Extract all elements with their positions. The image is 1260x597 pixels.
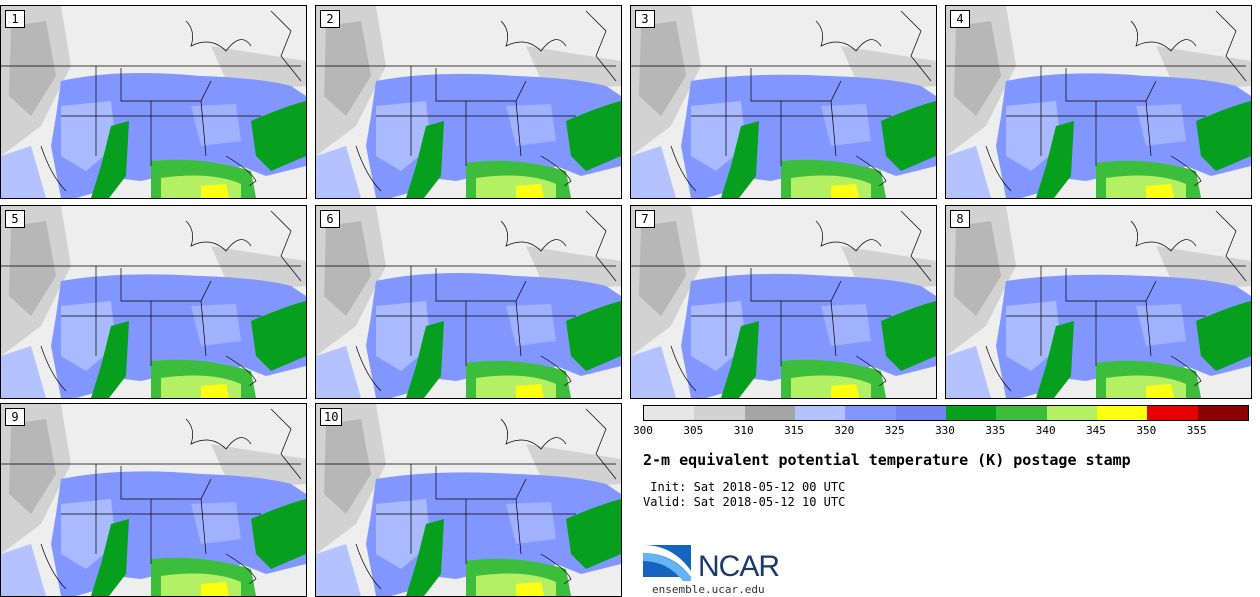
colorbar-segment [1147, 406, 1198, 420]
figure-title: 2-m equivalent potential temperature (K)… [643, 451, 1131, 469]
ensemble-member-map: 1 [0, 5, 307, 199]
colorbar-tick-label: 355 [1186, 424, 1207, 437]
colorbar-tick-label: 310 [733, 424, 754, 437]
member-number-label: 5 [5, 210, 25, 228]
colorbar-tick-label: 325 [884, 424, 905, 437]
ensemble-member-map: 8 [945, 205, 1252, 399]
member-number-label: 9 [5, 408, 25, 426]
colorbar-tick-label: 330 [935, 424, 955, 437]
colorbar-segment [1197, 406, 1248, 420]
colorbar-tick-label: 320 [834, 424, 855, 437]
colorbar-segment [845, 406, 896, 420]
ensemble-member-map: 4 [945, 5, 1252, 199]
colorbar-segment [1096, 406, 1148, 420]
init-value: Sat 2018-05-12 00 UTC [693, 480, 846, 494]
colorbar-segment [694, 406, 745, 420]
colorbar-tick-label: 340 [1035, 424, 1056, 437]
member-number-label: 4 [950, 10, 970, 28]
member-number-label: 8 [950, 210, 970, 228]
ensemble-member-map: 2 [315, 5, 622, 199]
ensemble-member-map: 9 [0, 403, 307, 597]
member-number-label: 7 [635, 210, 655, 228]
colorbar-tick-label: 315 [784, 424, 804, 437]
colorbar-segment [1046, 406, 1097, 420]
colorbar-tick-label: 300 [633, 424, 653, 437]
ncar-url: ensemble.ucar.edu [652, 583, 765, 596]
colorbar-segment [895, 406, 946, 420]
colorbar-segment [644, 406, 695, 420]
ncar-logo-icon [643, 545, 691, 581]
init-time-row: Init: Sat 2018-05-12 00 UTC [643, 480, 845, 494]
colorbar-segment [945, 406, 997, 420]
member-number-label: 2 [320, 10, 340, 28]
valid-label: Valid: [643, 495, 687, 509]
ensemble-member-map: 6 [315, 205, 622, 399]
ensemble-member-map: 3 [630, 5, 937, 199]
valid-value: Sat 2018-05-12 10 UTC [693, 495, 846, 509]
member-number-label: 3 [635, 10, 655, 28]
ensemble-member-map: 7 [630, 205, 937, 399]
colorbar-tick-label: 350 [1136, 424, 1157, 437]
colorbar-segment [794, 406, 846, 420]
colorbar [643, 405, 1249, 421]
ncar-wordmark: NCAR [698, 550, 780, 583]
init-label: Init: [643, 480, 687, 494]
colorbar-tick-label: 305 [683, 424, 704, 437]
ensemble-member-map: 10 [315, 403, 622, 597]
colorbar-tick-label: 345 [1086, 424, 1106, 437]
valid-time-row: Valid: Sat 2018-05-12 10 UTC [643, 495, 845, 509]
member-number-label: 10 [320, 408, 343, 426]
ensemble-member-map: 5 [0, 205, 307, 399]
member-number-label: 6 [320, 210, 340, 228]
colorbar-segment [744, 406, 795, 420]
colorbar-tick-label: 335 [985, 424, 1006, 437]
member-number-label: 1 [5, 10, 25, 28]
colorbar-segment [996, 406, 1047, 420]
